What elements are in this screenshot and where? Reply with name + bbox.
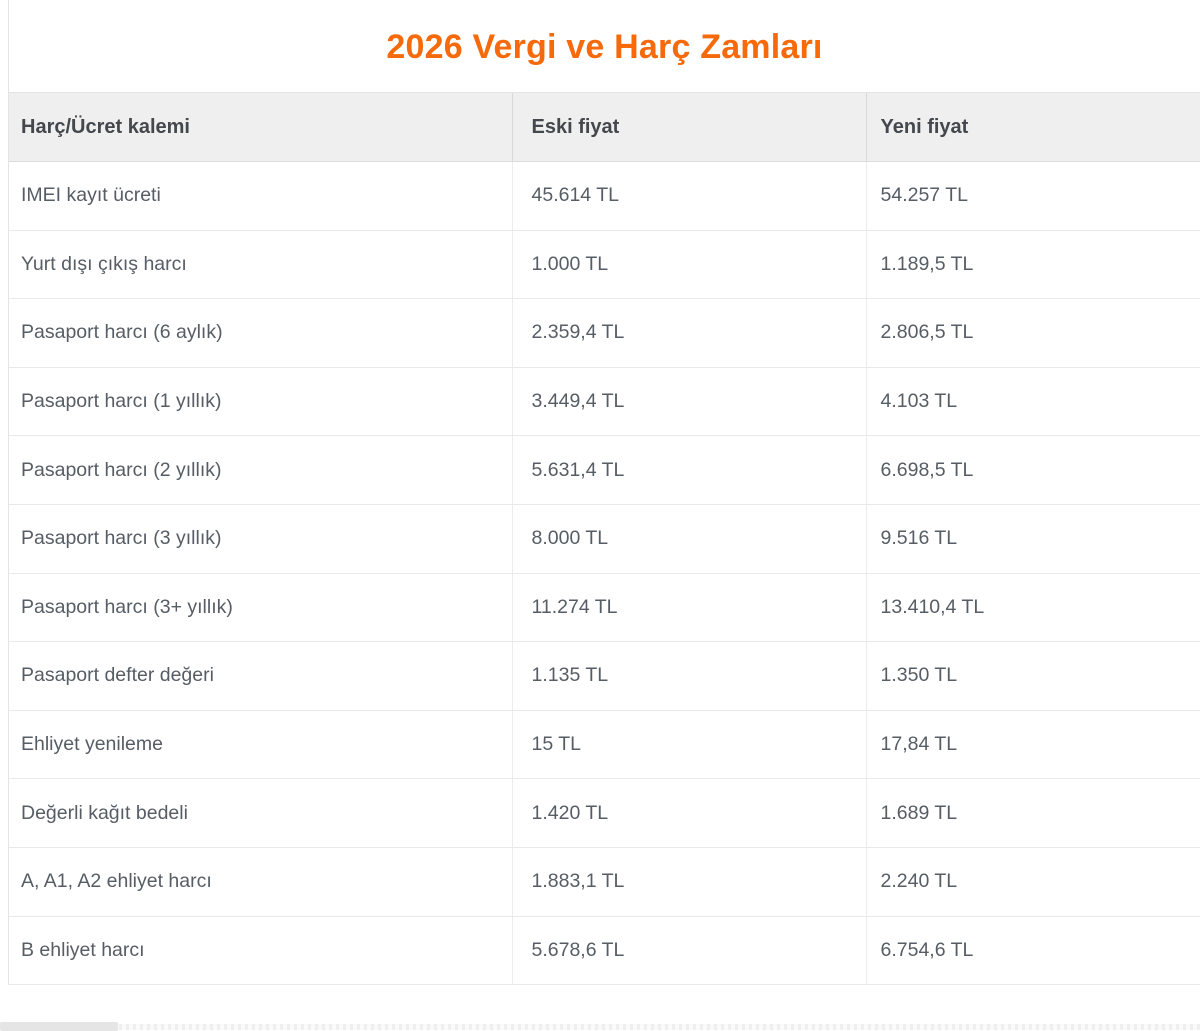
cell-new-price: 1.189,5 TL xyxy=(865,230,1200,300)
table-row: A, A1, A2 ehliyet harcı 1.883,1 TL 2.240 T… xyxy=(9,847,1200,917)
cell-item: Pasaport harcı (1 yıllık) xyxy=(9,367,512,437)
column-header-item: Harç/Ücret kalemi xyxy=(9,92,512,162)
cell-old-price: 45.614 TL xyxy=(511,161,866,231)
table-viewport: Harç/Ücret kalemi Eski fiyat Yeni fiyat … xyxy=(9,92,1200,986)
table-row: Değerli kağıt bedeli 1.420 TL 1.689 TL xyxy=(9,778,1200,848)
cell-new-price: 1.689 TL xyxy=(865,778,1200,848)
table-row: Pasaport harcı (6 aylık) 2.359,4 TL 2.806,… xyxy=(9,298,1200,368)
cell-new-price: 2.240 TL xyxy=(865,847,1200,917)
cell-new-price: 54.257 TL xyxy=(865,161,1200,231)
horizontal-scrollbar[interactable] xyxy=(0,1020,1200,1031)
cell-new-price: 1.350 TL xyxy=(865,641,1200,711)
table-row: Pasaport harcı (3 yıllık) 8.000 TL 9.516 T… xyxy=(9,504,1200,574)
cell-new-price: 6.754,6 TL xyxy=(865,916,1200,986)
cell-old-price: 3.449,4 TL xyxy=(511,367,866,437)
table-row: B ehliyet harcı 5.678,6 TL 6.754,6 TL xyxy=(9,916,1200,986)
cell-item: A, A1, A2 ehliyet harcı xyxy=(9,847,512,917)
cell-item: Pasaport harcı (6 aylık) xyxy=(9,298,512,368)
cell-old-price: 5.631,4 TL xyxy=(511,435,866,505)
cell-old-price: 15 TL xyxy=(511,710,866,780)
cell-item: B ehliyet harcı xyxy=(9,916,512,986)
cell-new-price: 13.410,4 TL xyxy=(865,573,1200,643)
cell-old-price: 1.135 TL xyxy=(511,641,866,711)
cell-item: Pasaport defter değeri xyxy=(9,641,512,711)
fees-table: Harç/Ücret kalemi Eski fiyat Yeni fiyat … xyxy=(9,92,1200,986)
cell-new-price: 9.516 TL xyxy=(865,504,1200,574)
page-content: 2026 Vergi ve Harç Zamları Harç/Ücret ka… xyxy=(8,0,1200,986)
table-row: Pasaport harcı (2 yıllık) 5.631,4 TL 6.698… xyxy=(9,435,1200,505)
cell-old-price: 5.678,6 TL xyxy=(511,916,866,986)
cell-item: Pasaport harcı (2 yıllık) xyxy=(9,435,512,505)
title-block: 2026 Vergi ve Harç Zamları xyxy=(9,0,1200,92)
table-row: Pasaport harcı (3+ yıllık) 11.274 TL 13.41… xyxy=(9,573,1200,643)
scrollbar-track[interactable] xyxy=(0,1024,1200,1030)
column-header-old-price: Eski fiyat xyxy=(511,92,866,162)
cell-item: Ehliyet yenileme xyxy=(9,710,512,780)
table-body: IMEI kayıt ücreti 45.614 TL 54.257 TL Yurt … xyxy=(9,161,1200,986)
cell-old-price: 1.420 TL xyxy=(511,778,866,848)
scrollbar-thumb[interactable] xyxy=(0,1022,118,1031)
cell-item: IMEI kayıt ücreti xyxy=(9,161,512,231)
cell-new-price: 6.698,5 TL xyxy=(865,435,1200,505)
table-row: Pasaport harcı (1 yıllık) 3.449,4 TL 4.103… xyxy=(9,367,1200,437)
cell-new-price: 2.806,5 TL xyxy=(865,298,1200,368)
cell-new-price: 17,84 TL xyxy=(865,710,1200,780)
table-header-row: Harç/Ücret kalemi Eski fiyat Yeni fiyat xyxy=(9,92,1200,162)
page-title: 2026 Vergi ve Harç Zamları xyxy=(386,27,823,66)
table-row: Ehliyet yenileme 15 TL 17,84 TL xyxy=(9,710,1200,780)
cell-old-price: 1.883,1 TL xyxy=(511,847,866,917)
cell-old-price: 1.000 TL xyxy=(511,230,866,300)
table-row: Yurt dışı çıkış harcı 1.000 TL 1.189,5 TL xyxy=(9,230,1200,300)
table-row: IMEI kayıt ücreti 45.614 TL 54.257 TL xyxy=(9,161,1200,231)
cell-item: Pasaport harcı (3+ yıllık) xyxy=(9,573,512,643)
cell-old-price: 2.359,4 TL xyxy=(511,298,866,368)
column-header-new-price: Yeni fiyat xyxy=(865,92,1200,162)
cell-item: Yurt dışı çıkış harcı xyxy=(9,230,512,300)
cell-item: Pasaport harcı (3 yıllık) xyxy=(9,504,512,574)
cell-new-price: 4.103 TL xyxy=(865,367,1200,437)
cell-old-price: 11.274 TL xyxy=(511,573,866,643)
table-row: Pasaport defter değeri 1.135 TL 1.350 TL xyxy=(9,641,1200,711)
cell-item: Değerli kağıt bedeli xyxy=(9,778,512,848)
cell-old-price: 8.000 TL xyxy=(511,504,866,574)
